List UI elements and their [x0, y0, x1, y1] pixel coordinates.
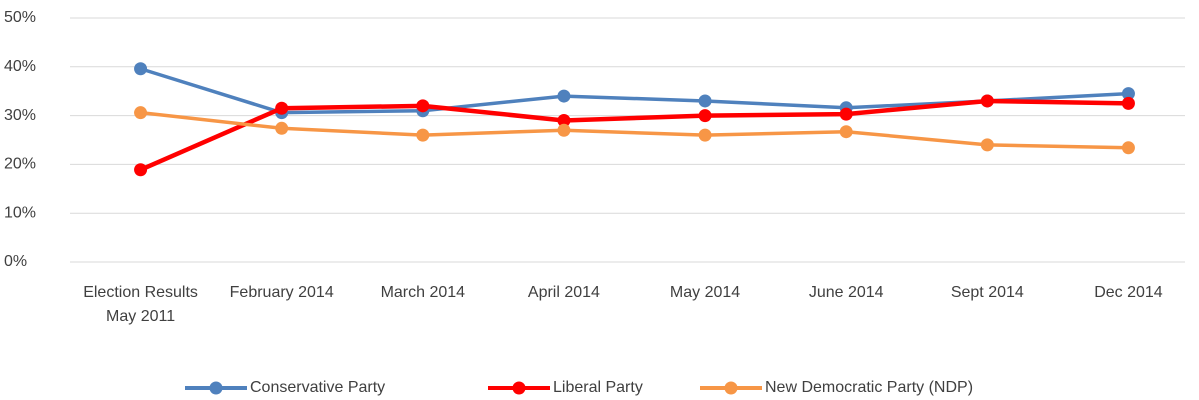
legend-marker [209, 381, 223, 395]
y-tick-label: 10% [4, 204, 36, 221]
point [134, 62, 148, 76]
x-tick-label: February 2014 [229, 284, 334, 301]
x-tick-label: April 2014 [527, 284, 600, 301]
series-line [139, 98, 1129, 172]
point [839, 125, 853, 139]
legend-label: Conservative Party [250, 379, 385, 396]
legend-label: Liberal Party [553, 379, 643, 396]
y-tick-label: 40% [4, 58, 36, 75]
point [416, 99, 430, 113]
point [698, 94, 712, 108]
point [557, 113, 571, 127]
x-tick-label: March 2014 [380, 284, 466, 301]
y-tick-label: 0% [4, 253, 27, 270]
y-tick-label: 20% [4, 156, 36, 173]
point [275, 121, 289, 135]
legend-marker [512, 381, 526, 395]
x-tick-label: Election Results May 2011 [83, 284, 198, 325]
series-line [140, 110, 1129, 150]
point [557, 89, 571, 103]
point [134, 163, 148, 177]
point [839, 107, 853, 121]
point [275, 101, 289, 115]
point [698, 128, 712, 142]
point [1121, 141, 1135, 155]
point [1121, 96, 1135, 110]
x-tick-label: May 2014 [669, 284, 741, 301]
y-tick-label: 30% [4, 107, 36, 124]
x-tick-label: June 2014 [808, 284, 884, 301]
point [557, 123, 571, 137]
point [698, 109, 712, 123]
legend-label: New Democratic Party (NDP) [765, 379, 973, 396]
point [980, 94, 994, 108]
point [416, 128, 430, 142]
point [1121, 87, 1135, 101]
x-tick-label: Dec 2014 [1094, 284, 1163, 301]
y-tick-label: 50% [4, 9, 36, 26]
legend-marker [724, 381, 738, 395]
point [980, 138, 994, 152]
x-tick-label: Sept 2014 [950, 284, 1024, 301]
point [134, 106, 148, 120]
